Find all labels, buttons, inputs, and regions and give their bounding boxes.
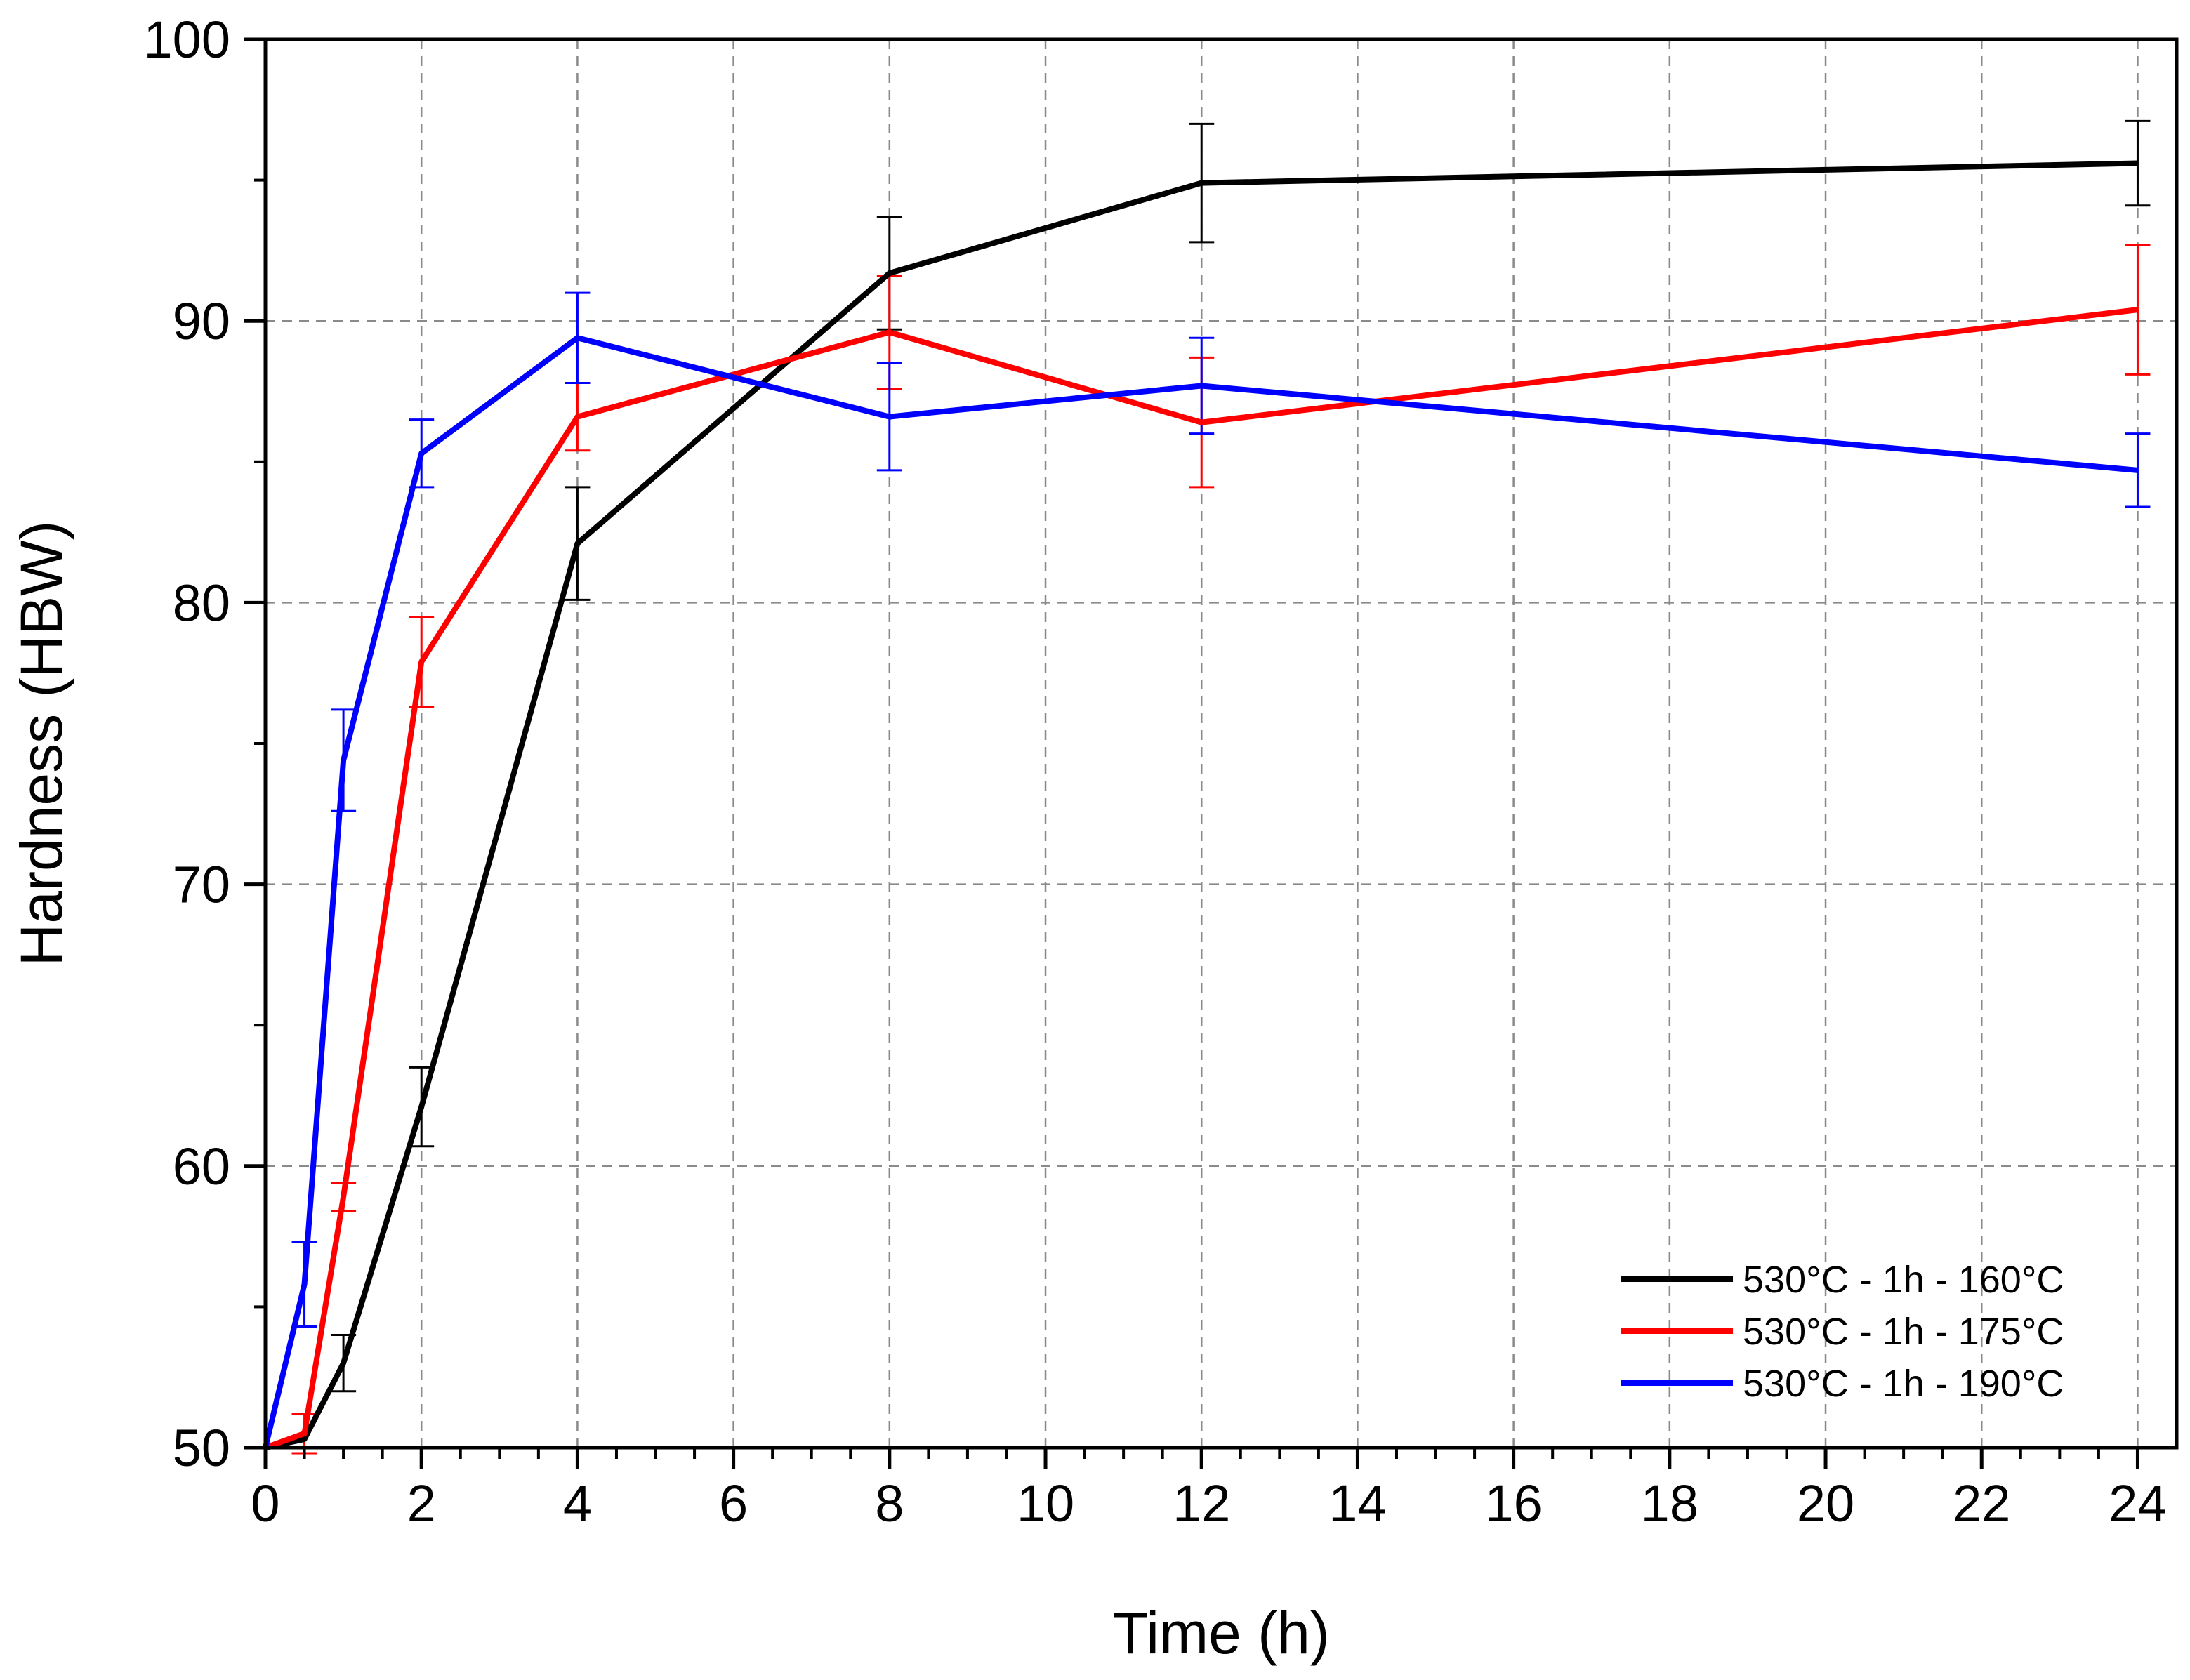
y-tick-label: 100 <box>144 11 230 69</box>
legend-label-2: 530°C - 1h - 175°C <box>1743 1311 2064 1353</box>
legend-label-3: 530°C - 1h - 190°C <box>1743 1363 2064 1405</box>
grid-lines <box>265 39 2177 1448</box>
y-tick-label: 80 <box>173 574 230 632</box>
axis-ticks <box>244 37 2139 1469</box>
x-tick-label: 24 <box>2109 1474 2166 1533</box>
x-tick-label: 8 <box>875 1474 904 1533</box>
series-line-3 <box>263 335 2138 1448</box>
y-axis-title: Hardness (HBW) <box>8 521 74 967</box>
x-tick-label: 20 <box>1797 1474 1854 1533</box>
y-tick-label: 70 <box>173 856 230 914</box>
plot-frame <box>263 37 2179 1450</box>
x-tick-label: 2 <box>407 1474 436 1533</box>
y-tick-label: 50 <box>173 1419 230 1477</box>
series-lines <box>263 160 2138 1450</box>
x-tick-label: 4 <box>563 1474 592 1533</box>
series-line-2 <box>264 307 2138 1450</box>
legend-label-1: 530°C - 1h - 160°C <box>1743 1259 2064 1301</box>
x-tick-label: 18 <box>1641 1474 1698 1533</box>
legend: 530°C - 1h - 160°C 530°C - 1h - 175°C 530°… <box>1621 1259 2064 1405</box>
x-tick-label: 16 <box>1484 1474 1542 1533</box>
x-tick-label: 0 <box>251 1474 279 1533</box>
y-tick-label: 60 <box>173 1137 230 1196</box>
x-axis-title: Time (h) <box>1112 1600 1330 1666</box>
x-tick-label: 14 <box>1328 1474 1386 1533</box>
series-line-1 <box>265 160 2138 1450</box>
x-tick-label: 22 <box>1953 1474 2010 1533</box>
x-tick-label: 10 <box>1017 1474 1074 1533</box>
y-tick-label: 90 <box>173 292 230 350</box>
x-tick-label: 6 <box>719 1474 748 1533</box>
x-tick-label: 12 <box>1173 1474 1230 1533</box>
